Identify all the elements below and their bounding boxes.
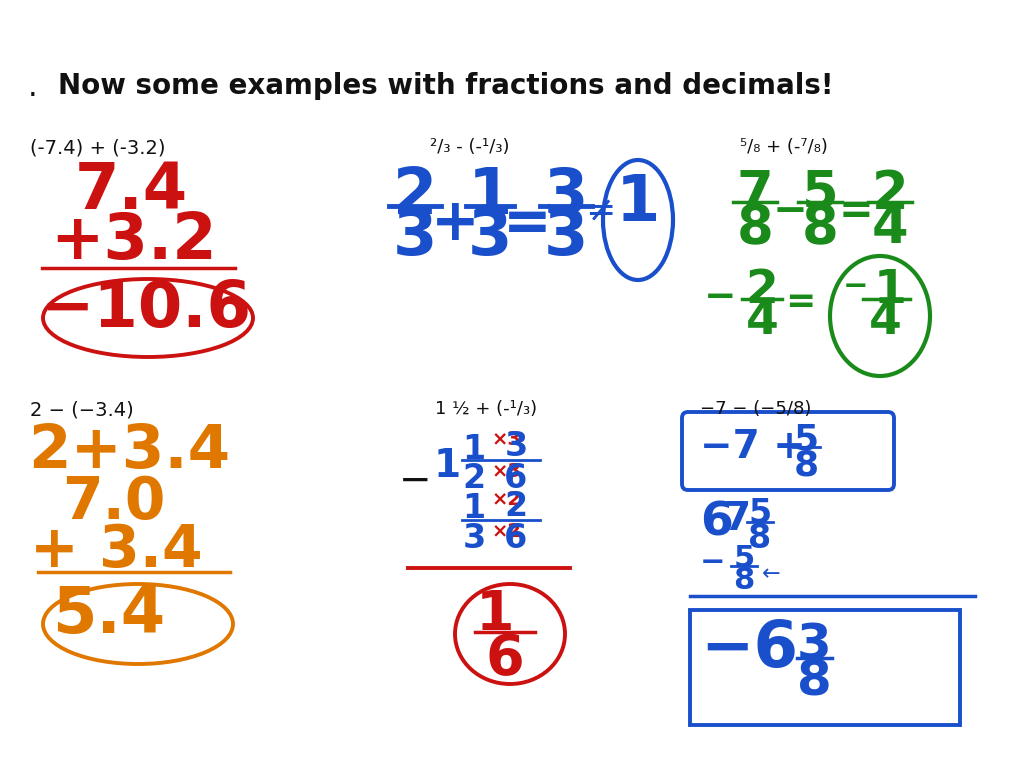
Text: −10.6: −10.6 [40, 278, 251, 340]
Text: 7: 7 [723, 500, 751, 538]
Text: 3: 3 [544, 165, 588, 227]
Text: 2: 2 [745, 268, 778, 313]
Text: 3: 3 [468, 207, 512, 268]
Bar [690, 610, 961, 725]
Text: 1: 1 [468, 165, 512, 227]
Text: −7 +: −7 + [700, 428, 819, 466]
Text: 5: 5 [802, 168, 839, 220]
Text: 7.4: 7.4 [75, 160, 188, 222]
Text: 3: 3 [505, 430, 527, 463]
Text: −: − [700, 548, 725, 577]
Text: (-7.4) + (-3.2): (-7.4) + (-3.2) [30, 138, 166, 157]
Text: 1 ½ + (-¹/₃): 1 ½ + (-¹/₃) [435, 400, 538, 418]
Text: 8: 8 [797, 658, 831, 706]
Text: ×2: ×2 [492, 522, 522, 541]
Text: 5: 5 [794, 422, 818, 456]
Text: 3: 3 [797, 622, 831, 670]
Text: −6: −6 [700, 618, 798, 680]
Text: ×3: ×3 [492, 430, 522, 449]
Text: 1: 1 [476, 588, 514, 642]
Text: 1: 1 [463, 433, 485, 466]
Text: 5: 5 [733, 544, 755, 573]
Text: 4: 4 [745, 299, 778, 343]
Text: −: − [398, 462, 431, 500]
Text: +: + [431, 195, 479, 252]
Text: ⁵/₈ + (-⁷/₈): ⁵/₈ + (-⁷/₈) [740, 138, 827, 156]
Text: 3: 3 [463, 522, 485, 555]
Text: 6: 6 [485, 632, 524, 686]
Text: −: − [703, 278, 736, 316]
Text: 1: 1 [433, 447, 461, 485]
Text: 8: 8 [794, 448, 818, 482]
Text: 2 − (−3.4): 2 − (−3.4) [30, 400, 134, 419]
Text: ·: · [28, 82, 38, 111]
Text: 5.4: 5.4 [52, 584, 165, 646]
Text: ≠: ≠ [585, 195, 615, 229]
Text: 1: 1 [615, 172, 660, 234]
Text: =: = [503, 195, 551, 252]
Text: 2: 2 [505, 490, 527, 523]
Text: ←: ← [762, 564, 780, 584]
Text: Now some examples with fractions and decimals!: Now some examples with fractions and dec… [58, 72, 834, 100]
Text: 2: 2 [393, 165, 437, 227]
Text: =: = [784, 285, 815, 319]
Text: =: = [839, 190, 873, 232]
Text: + 3.4: + 3.4 [30, 522, 203, 579]
Text: 2: 2 [871, 168, 908, 220]
Text: 6: 6 [700, 500, 733, 545]
Text: 4: 4 [871, 202, 908, 254]
Text: −: − [843, 272, 867, 301]
Text: −7 − (−5/8): −7 − (−5/8) [700, 400, 811, 418]
Text: 8: 8 [733, 566, 755, 595]
Text: 8: 8 [749, 522, 772, 555]
Text: 1: 1 [463, 492, 485, 525]
Text: 3: 3 [393, 207, 437, 268]
Text: 6: 6 [505, 522, 527, 555]
Text: ×2: ×2 [492, 490, 522, 509]
Text: 3: 3 [544, 207, 588, 268]
Text: 2: 2 [463, 462, 485, 495]
Text: 1: 1 [873, 268, 906, 313]
Text: 8: 8 [736, 202, 773, 254]
Text: 7.0: 7.0 [62, 474, 165, 531]
Text: 2+3.4: 2+3.4 [28, 422, 230, 481]
Text: 5: 5 [749, 497, 772, 530]
Text: +3.2: +3.2 [50, 210, 217, 272]
Text: ²/₃ - (-¹/₃): ²/₃ - (-¹/₃) [430, 138, 510, 156]
Text: 6: 6 [505, 462, 527, 495]
Text: 7: 7 [736, 168, 773, 220]
Text: 4: 4 [868, 299, 901, 343]
Text: −: − [772, 190, 808, 232]
Text: ×3: ×3 [492, 462, 522, 481]
Text: 8: 8 [802, 202, 839, 254]
